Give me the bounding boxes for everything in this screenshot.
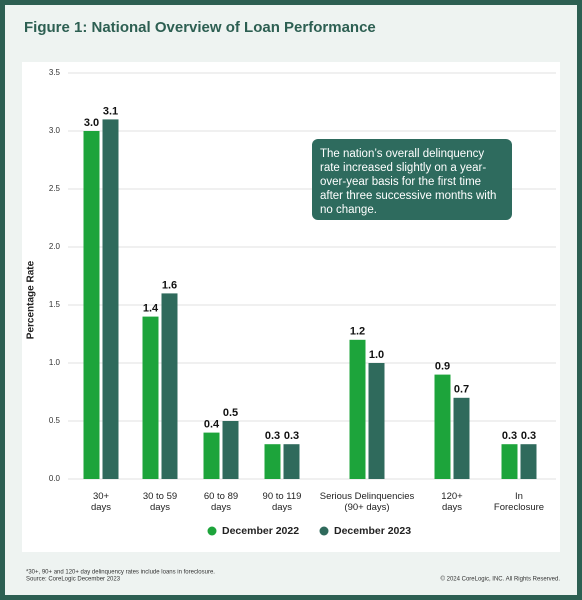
legend-marker xyxy=(207,526,217,536)
source: Source: CoreLogic December 2023 xyxy=(26,577,121,583)
data-label: 3.0 xyxy=(84,117,99,129)
legend-label: December 2022 xyxy=(222,525,299,537)
copyright: © 2024 CoreLogic, INC. All Rights Reserv… xyxy=(441,576,561,583)
data-label: 0.3 xyxy=(265,430,280,442)
legend-marker xyxy=(319,526,329,536)
y-tick-label: 1.5 xyxy=(49,300,61,309)
bar xyxy=(161,293,178,479)
x-tick-label: 60 to 89 days xyxy=(203,491,239,513)
bar xyxy=(434,374,451,479)
x-tick-label: 90 to 119 days xyxy=(262,491,302,513)
legend-label: December 2023 xyxy=(334,525,411,537)
data-label: 1.6 xyxy=(162,279,177,291)
y-tick-label: 0.0 xyxy=(49,474,61,483)
y-tick-label: 2.0 xyxy=(49,242,61,251)
y-tick-label: 3.5 xyxy=(49,68,61,77)
y-tick-label: 0.5 xyxy=(49,416,61,425)
chart-title: Figure 1: National Overview of Loan Perf… xyxy=(24,19,376,36)
bar xyxy=(283,444,300,479)
bar xyxy=(501,444,518,479)
y-tick-label: 3.0 xyxy=(49,126,61,135)
data-label: 0.7 xyxy=(454,384,469,396)
bar xyxy=(203,432,220,479)
data-label: 1.4 xyxy=(143,303,159,315)
bar xyxy=(83,131,100,479)
y-tick-label: 2.5 xyxy=(49,184,61,193)
data-label: 1.2 xyxy=(350,326,365,338)
bar xyxy=(264,444,281,479)
data-label: 0.3 xyxy=(284,430,299,442)
x-tick-label: 30+ days xyxy=(90,491,112,513)
data-label: 1.0 xyxy=(369,349,384,361)
bar xyxy=(368,363,385,479)
data-label: 0.5 xyxy=(223,407,238,419)
bar xyxy=(349,339,366,479)
data-label: 3.1 xyxy=(103,105,118,117)
x-tick-label: 30 to 59 days xyxy=(142,491,178,513)
data-label: 0.3 xyxy=(521,430,536,442)
data-label: 0.9 xyxy=(435,361,450,373)
x-tick-label: 120+ days xyxy=(441,491,463,513)
bar xyxy=(142,316,159,479)
y-tick-label: 1.0 xyxy=(49,358,61,367)
bar xyxy=(102,119,119,480)
y-axis-title: Percentage Rate xyxy=(26,260,37,339)
bar xyxy=(222,421,239,479)
data-label: 0.3 xyxy=(502,430,517,442)
data-label: 0.4 xyxy=(204,419,220,431)
x-tick-label: Serious Delinquencies (90+ days) xyxy=(319,491,415,513)
x-tick-label: In Foreclosure xyxy=(493,491,545,513)
bar xyxy=(520,444,537,479)
bar xyxy=(453,397,470,479)
annotation: The nation’s overall delinquency rate in… xyxy=(312,139,512,220)
footnote: *30+, 90+ and 120+ day delinquency rates… xyxy=(26,570,215,576)
